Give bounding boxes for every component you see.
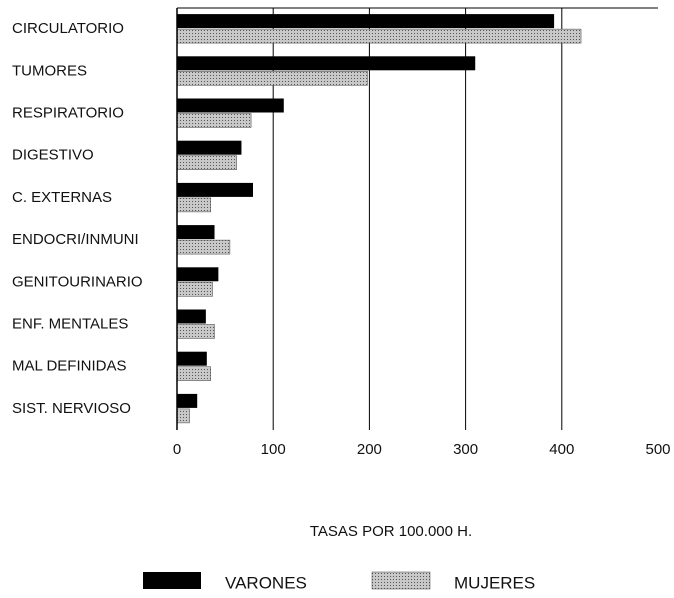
y-tick-label: C. EXTERNAS <box>12 189 112 206</box>
x-axis-label: TASAS POR 100.000 H. <box>310 523 472 540</box>
y-tick-label: ENF. MENTALES <box>12 315 128 332</box>
bar <box>176 366 211 381</box>
x-tick-label: 200 <box>357 441 382 458</box>
y-tick-label: DIGESTIVO <box>12 147 94 164</box>
x-tick-label: 500 <box>645 441 670 458</box>
bar <box>176 197 211 213</box>
bar <box>177 393 198 408</box>
legend-swatch <box>143 572 201 589</box>
x-tick-label: 0 <box>173 441 181 458</box>
y-tick-label: RESPIRATORIO <box>12 104 124 121</box>
bar <box>176 155 237 170</box>
x-tick-label: 400 <box>549 441 574 458</box>
y-tick-label: GENITOURINARIO <box>12 273 143 290</box>
bar <box>176 239 231 255</box>
x-tick-label: 300 <box>453 441 478 458</box>
bar <box>177 225 215 240</box>
bar <box>177 267 219 282</box>
bar <box>177 140 242 155</box>
bar <box>177 56 476 71</box>
bar <box>177 14 555 29</box>
bar <box>177 351 207 366</box>
legend-swatch <box>371 571 431 590</box>
x-tick-label: 100 <box>261 441 286 458</box>
bar <box>177 98 284 113</box>
legend-label: VARONES <box>225 573 307 592</box>
bar <box>176 113 252 128</box>
bar <box>177 182 253 197</box>
bar <box>176 71 368 86</box>
bar <box>176 324 215 339</box>
y-tick-label: CIRCULATORIO <box>12 20 124 37</box>
bar <box>176 282 213 297</box>
y-tick-label: TUMORES <box>12 62 87 79</box>
y-tick-label: SIST. NERVIOSO <box>12 400 131 417</box>
bar <box>176 28 582 44</box>
legend-label: MUJERES <box>454 573 535 592</box>
bar <box>177 309 206 324</box>
y-tick-label: ENDOCRI/INMUNI <box>12 231 139 248</box>
y-tick-label: MAL DEFINIDAS <box>12 358 126 375</box>
bar <box>176 408 190 424</box>
